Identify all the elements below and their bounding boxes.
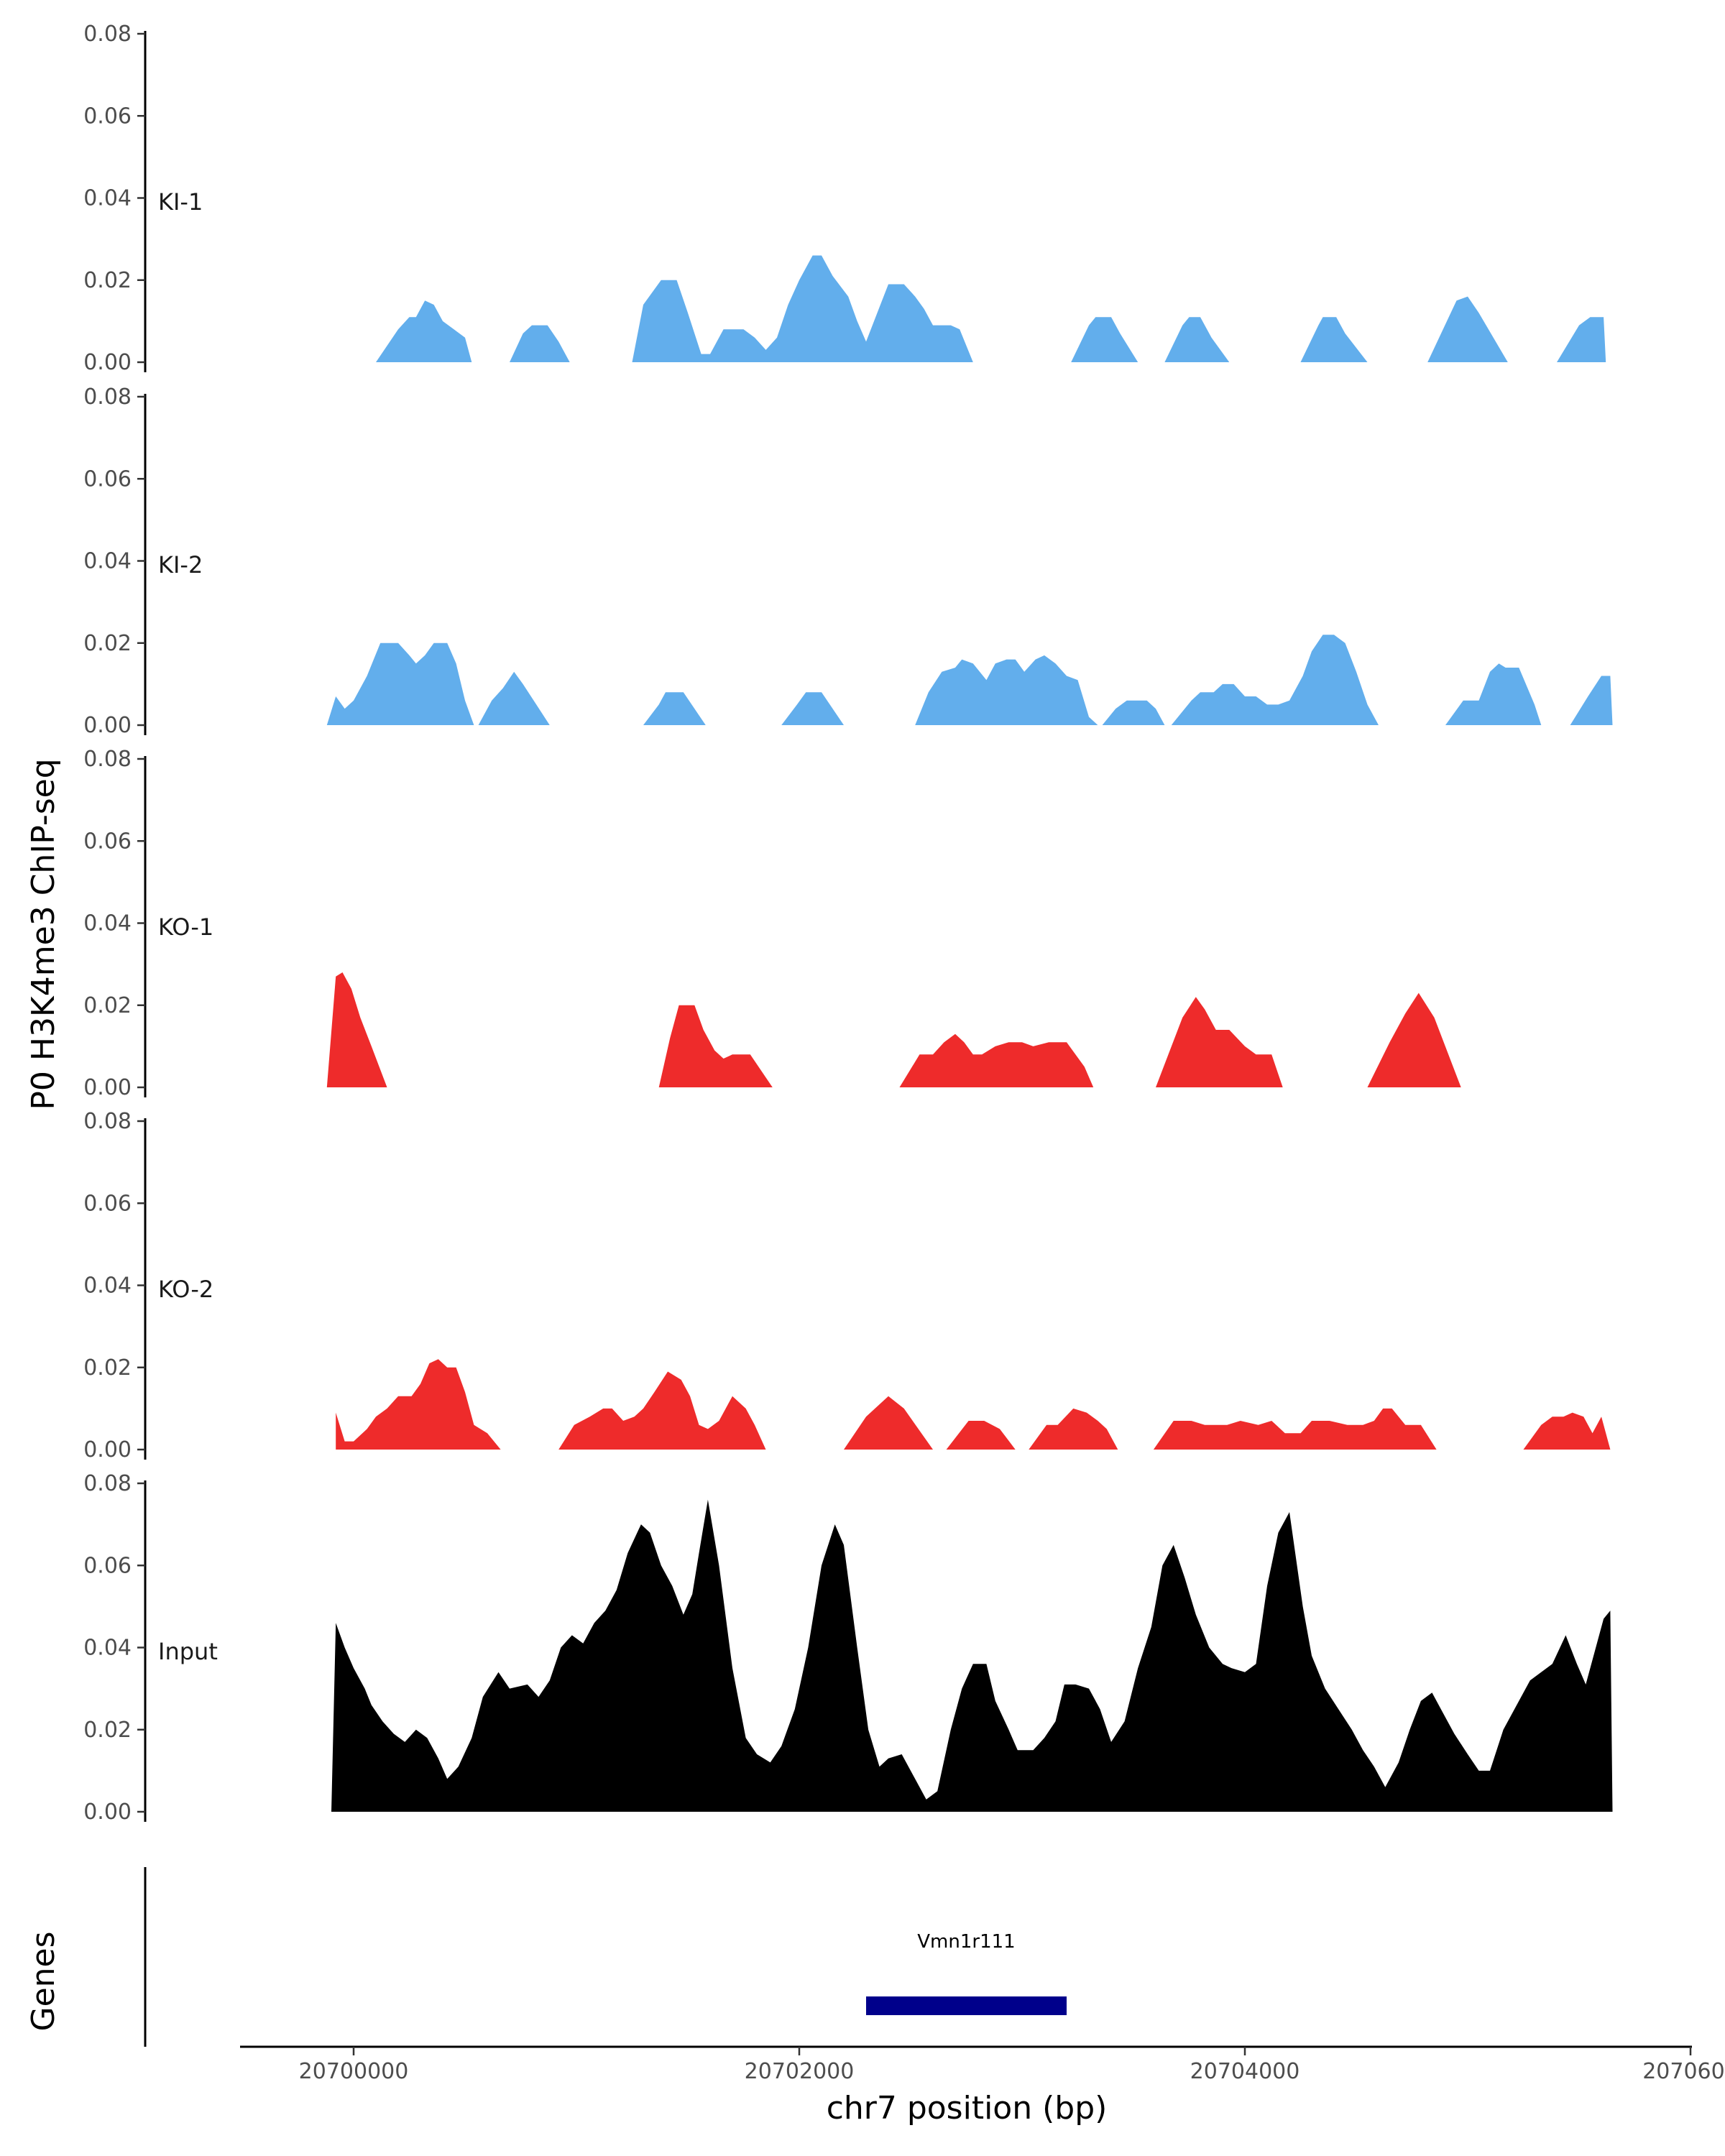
y-tick-label: 0.02 — [83, 1355, 132, 1381]
coverage-tracks: 0.00 0.02 0.04 0.06 0.08 KI-1 0.00 0.02 0.04 0.06… — [83, 22, 1613, 1825]
y-tick-label: 0.02 — [83, 631, 132, 656]
y-tick-label: 0.08 — [83, 384, 132, 410]
track-label: KI-1 — [158, 188, 203, 216]
track-input: 0.00 0.02 0.04 0.06 0.08 Input — [83, 1471, 1613, 1825]
track-label: KO-1 — [158, 913, 213, 941]
y-tick-label: 0.00 — [83, 350, 132, 375]
coverage-area-input — [331, 1499, 1613, 1812]
y-tick-label: 0.08 — [83, 1109, 132, 1134]
y-axis-title: P0 H3K4me3 ChIP-seq — [25, 758, 62, 1110]
x-axis-title: chr7 position (bp) — [827, 2090, 1108, 2127]
y-tick-label: 0.04 — [83, 1636, 132, 1661]
track-ki-2: 0.00 0.02 0.04 0.06 0.08 KI-2 — [83, 384, 1613, 738]
y-tick-label: 0.04 — [83, 549, 132, 574]
y-tick-label: 0.02 — [83, 993, 132, 1018]
coverage-area-ki-2 — [326, 635, 1613, 725]
y-tick-label: 0.00 — [83, 1800, 132, 1825]
genes-track: Vmn1r111 — [144, 1867, 1067, 2047]
coverage-area-ko-1 — [326, 972, 1461, 1087]
y-tick-label: 0.04 — [83, 911, 132, 936]
gene-label: Vmn1r111 — [917, 1931, 1015, 1953]
gene-bar — [866, 1996, 1067, 2015]
x-tick-label: 20702000 — [745, 2059, 855, 2084]
track-ko-1: 0.00 0.02 0.04 0.06 0.08 KO-1 — [83, 747, 1461, 1100]
y-tick-label: 0.00 — [83, 1437, 132, 1462]
y-tick-label: 0.00 — [83, 713, 132, 738]
coverage-area-ko-2 — [336, 1359, 1611, 1450]
track-ki-1: 0.00 0.02 0.04 0.06 0.08 KI-1 — [83, 22, 1606, 375]
y-tick-label: 0.08 — [83, 747, 132, 772]
y-tick-label: 0.06 — [83, 829, 132, 854]
y-tick-label: 0.04 — [83, 1273, 132, 1299]
genes-axis-title: Genes — [25, 1931, 62, 2031]
y-tick-label: 0.08 — [83, 22, 132, 47]
track-label: Input — [158, 1638, 218, 1665]
x-tick-label: 2070600 — [1642, 2059, 1725, 2084]
coverage-area-ki-1 — [376, 255, 1606, 362]
y-tick-label: 0.00 — [83, 1075, 132, 1100]
track-ko-2: 0.00 0.02 0.04 0.06 0.08 KO-2 — [83, 1109, 1611, 1462]
x-tick-label: 20700000 — [299, 2059, 409, 2084]
x-tick-label: 20704000 — [1190, 2059, 1300, 2084]
x-axis: 20700000 20702000 20704000 2070600 — [240, 2045, 1725, 2084]
y-tick-label: 0.06 — [83, 1553, 132, 1578]
y-tick-label: 0.04 — [83, 186, 132, 211]
y-tick-label: 0.06 — [83, 466, 132, 492]
y-tick-label: 0.06 — [83, 103, 132, 129]
track-label: KO-2 — [158, 1276, 213, 1303]
track-label: KI-2 — [158, 551, 203, 579]
y-tick-label: 0.08 — [83, 1471, 132, 1496]
y-tick-label: 0.06 — [83, 1191, 132, 1216]
y-tick-label: 0.02 — [83, 1718, 132, 1743]
y-tick-label: 0.02 — [83, 268, 132, 293]
